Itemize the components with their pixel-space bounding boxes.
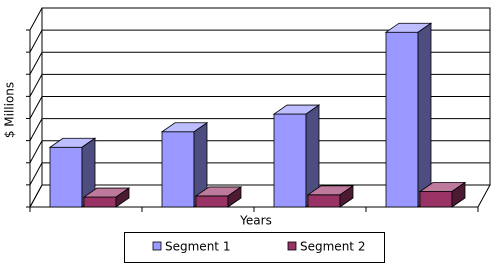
grid-line (29, 118, 490, 141)
legend-swatch (152, 241, 162, 251)
bar-front (419, 191, 453, 208)
bar (384, 22, 433, 208)
bar-front (273, 113, 307, 208)
grid-line (29, 140, 490, 163)
bar-side (417, 22, 432, 208)
bar (82, 187, 131, 208)
bar-side (339, 185, 354, 208)
grid-line (29, 96, 490, 119)
grid-line (29, 162, 490, 186)
grid-line (29, 73, 490, 97)
bar (160, 122, 209, 208)
bar-front (385, 31, 419, 208)
legend-swatch (287, 241, 297, 251)
bar-side (115, 187, 130, 208)
grid-line (29, 29, 490, 53)
legend-box (124, 232, 385, 263)
bar (48, 137, 97, 208)
bar (418, 181, 467, 208)
grid-line (29, 51, 490, 75)
grid-line (29, 7, 490, 31)
y-axis-label: $ Millions (3, 82, 17, 138)
bar-front (161, 131, 195, 208)
grid-line (29, 184, 490, 208)
legend-label: Segment 1 (165, 240, 230, 254)
legend-label: Segment 2 (300, 240, 365, 254)
bar-side (227, 186, 242, 208)
bar-front (49, 146, 83, 208)
bar-side (451, 181, 466, 208)
bar (194, 186, 243, 208)
bar-front (307, 194, 341, 208)
bar (272, 104, 321, 208)
bar-front (83, 196, 117, 208)
x-axis-label: Years (239, 214, 272, 228)
bar-front (195, 195, 229, 208)
bar (306, 185, 355, 208)
